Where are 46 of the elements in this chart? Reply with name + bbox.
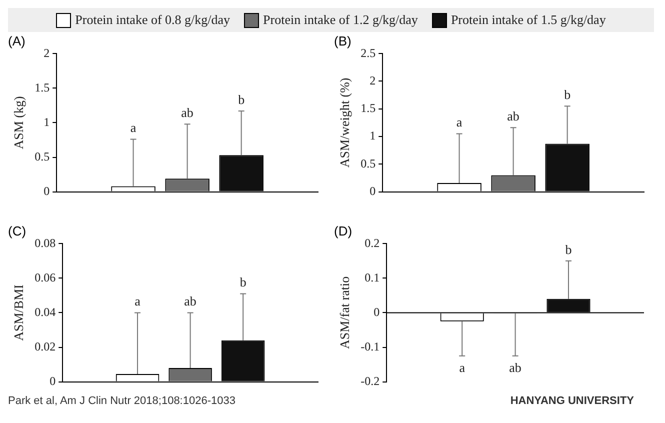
annotation: b [564,87,571,102]
annotation: a [130,120,136,136]
annotation: ab [509,360,522,375]
legend-label: Protein intake of 1.2 g/kg/day [263,12,418,28]
annotation: ab [507,108,520,124]
annotation: b [240,274,246,290]
y-tick-label: 0.5 [34,149,50,164]
y-tick-label: 0 [44,184,50,198]
y-tick-label: 0 [374,304,380,319]
annotation: ab [181,105,194,120]
y-tick-label: 0.2 [364,236,380,250]
y-tick-label: 0.06 [34,270,56,284]
y-tick-label: 1 [44,114,50,129]
chart-title: (B) [334,33,352,48]
y-tick-label: 2 [370,73,376,88]
chart-title: (C) [8,223,26,238]
annotation: b [238,92,245,107]
annotation: a [134,294,141,309]
y-axis-title: ASM/fat ratio [337,276,352,349]
y-tick-label: 0.02 [34,339,56,354]
annotation: a [456,114,462,130]
y-tick-label: 2.5 [360,46,376,60]
y-tick-label: 0 [370,184,376,198]
annotation: b [565,242,572,257]
y-axis-title: ASM/BMI [11,284,26,341]
y-tick-label: 1.5 [360,101,376,116]
y-tick-label: 0.5 [360,156,376,170]
y-tick-label: 0.1 [364,270,380,284]
chart-title: (D) [334,223,352,238]
y-axis-title: ASM (kg) [11,96,26,150]
y-tick-label: 0.04 [34,304,56,319]
annotation: ab [184,294,196,309]
y-tick-label: -0.1 [360,339,380,354]
y-tick-label: -0.2 [360,374,380,388]
y-tick-label: 0 [50,374,56,388]
y-tick-label: 2 [44,46,50,60]
annotation: a [459,360,466,375]
y-axis-title: ASM/weight (%) [337,78,352,168]
y-tick-label: 1.5 [34,80,50,94]
y-tick-label: 0.08 [34,236,56,250]
legend-label: Protein intake of 1.5 g/kg/day [450,12,606,28]
text: Park et al, Am J Clin Nutr 2018;108:1026-1033 [8,395,236,407]
y-tick-label: 1 [370,128,376,143]
legend-label: Protein intake of 0.8 g/kg/day [75,12,230,28]
chart-title: (A) [8,33,26,48]
text: HANYANG UNIVERSITY [509,395,635,407]
